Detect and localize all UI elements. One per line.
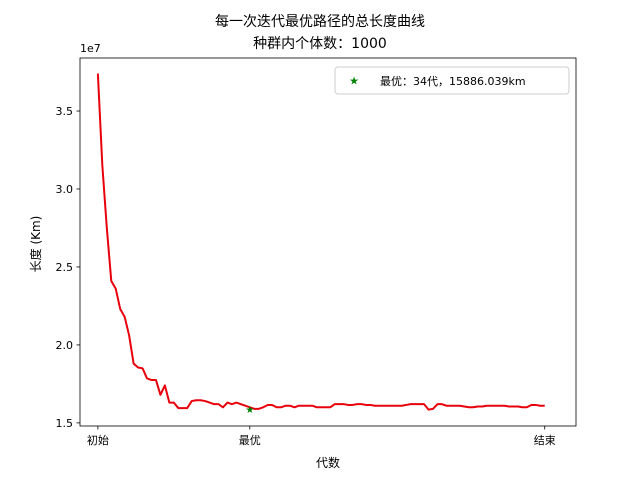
x-tick-label: 初始 — [87, 433, 109, 447]
x-axis-label: 代数 — [316, 455, 340, 470]
chart-subtitle: 种群内个体数：1000 — [253, 36, 387, 52]
y-tick-label: 3.5 — [56, 105, 74, 118]
series-line — [96, 73, 545, 411]
best-point-marker-icon: ★ — [245, 405, 254, 416]
y-tick-label: 2.5 — [56, 261, 74, 274]
legend-label: 最优：34代，15886.039km — [380, 75, 526, 88]
chart-title: 每一次迭代最优路径的总长度曲线 — [215, 14, 425, 30]
y-tick-label: 3.0 — [56, 183, 74, 196]
legend: ★ 最优：34代，15886.039km — [334, 66, 570, 95]
y-tick-label: 1.5 — [56, 417, 74, 430]
legend-frame — [334, 66, 570, 95]
plot-area: 1.5 2.0 2.5 3.0 3.5 初始 最优 结束 ★ — [56, 57, 577, 447]
x-tick-label: 结束 — [534, 434, 556, 447]
y-offset-label: 1e7 — [80, 42, 101, 55]
y-axis-label: 长度 (Km) — [28, 216, 43, 273]
x-tick-label: 最优 — [239, 434, 261, 447]
legend-star-icon: ★ — [349, 75, 359, 88]
axes-frame — [79, 57, 577, 427]
y-tick-label: 2.0 — [56, 339, 74, 352]
